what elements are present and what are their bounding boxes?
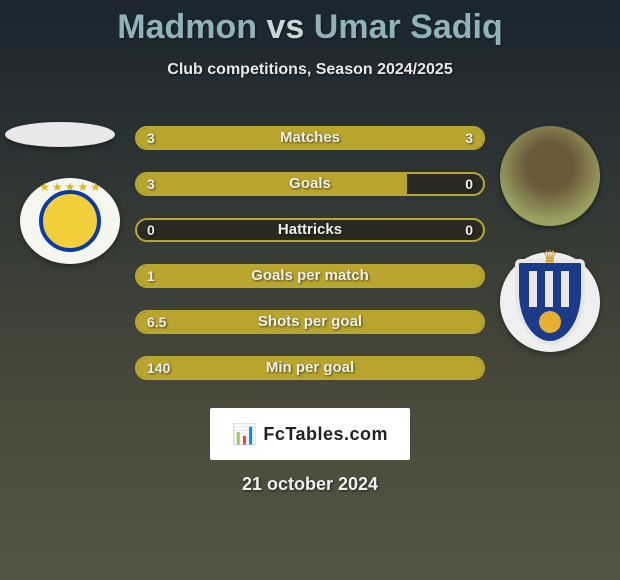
player1-club-badge: ★★★★★	[20, 178, 120, 264]
player1-avatar	[5, 122, 115, 147]
stat-row: 3Matches3	[135, 126, 485, 150]
ball-icon	[539, 311, 561, 333]
subtitle: Club competitions, Season 2024/2025	[0, 61, 620, 79]
brand-logo-icon: 📊	[232, 422, 257, 447]
stat-value-right: 0	[465, 220, 473, 240]
stat-row: 3Goals0	[135, 172, 485, 196]
page-title: Madmon vs Umar Sadiq	[0, 0, 620, 47]
player1-name: Madmon	[117, 8, 257, 46]
crest-icon: ♛	[515, 259, 585, 345]
brand-badge: 📊 FcTables.com	[210, 408, 410, 460]
stat-label: Min per goal	[137, 358, 483, 378]
brand-text: FcTables.com	[263, 424, 388, 445]
footer: 📊 FcTables.com 21 october 2024	[0, 390, 620, 495]
stat-label: Goals per match	[137, 266, 483, 286]
stat-row: 1Goals per match	[135, 264, 485, 288]
vs-text: vs	[267, 8, 305, 46]
stat-row: 0Hattricks0	[135, 218, 485, 242]
shield-icon: ★★★★★	[39, 190, 101, 252]
player2-avatar	[500, 126, 600, 226]
stat-row: 6.5Shots per goal	[135, 310, 485, 334]
stat-value-right: 0	[465, 174, 473, 194]
stat-label: Goals	[137, 174, 483, 194]
stat-value-right: 3	[465, 128, 473, 148]
player2-club-badge: ♛	[500, 252, 600, 352]
date-text: 21 october 2024	[0, 474, 620, 495]
stat-label: Shots per goal	[137, 312, 483, 332]
stat-row: 140Min per goal	[135, 356, 485, 380]
stat-label: Matches	[137, 128, 483, 148]
player2-name: Umar Sadiq	[314, 8, 503, 46]
crown-icon: ♛	[542, 247, 558, 268]
stat-label: Hattricks	[137, 220, 483, 240]
comparison-chart: 3Matches33Goals00Hattricks01Goals per ma…	[135, 126, 485, 402]
stars-icon: ★★★★★	[39, 180, 101, 194]
